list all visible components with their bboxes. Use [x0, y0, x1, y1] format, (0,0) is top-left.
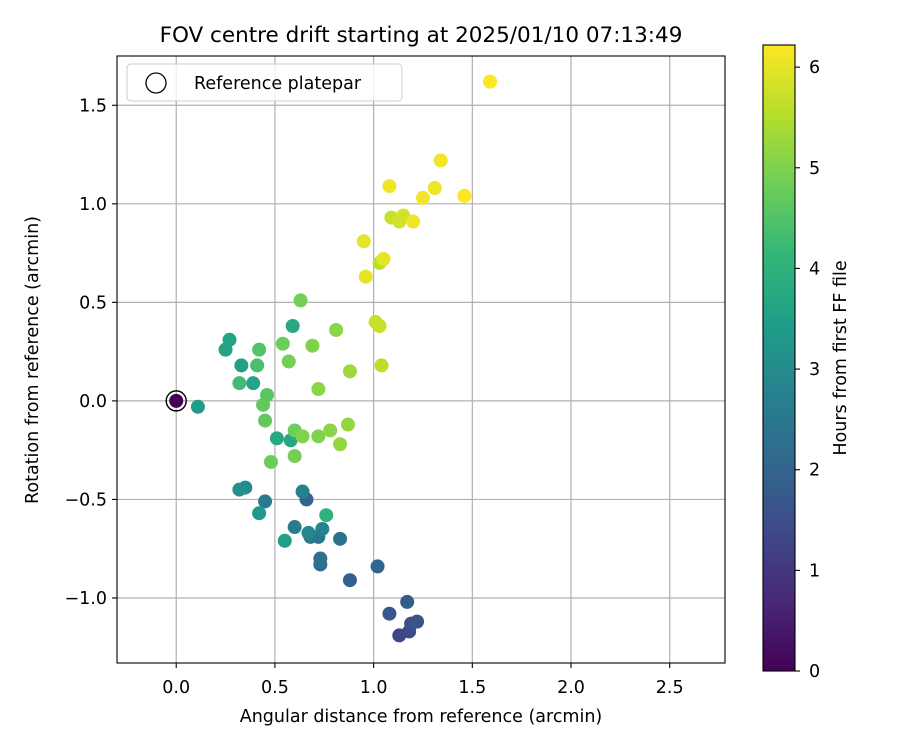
- data-point: [356, 234, 371, 249]
- plot-frame: [116, 55, 726, 664]
- data-point: [483, 74, 498, 89]
- data-point: [295, 484, 310, 499]
- data-point: [256, 397, 271, 412]
- colorbar-tick-label: 0: [809, 662, 820, 682]
- data-point: [358, 269, 373, 284]
- data-point: [374, 358, 389, 373]
- data-point: [190, 399, 205, 414]
- data-point: [250, 358, 265, 373]
- legend: Reference platepar: [126, 63, 403, 102]
- colorbar-gradient: [762, 44, 796, 672]
- x-axis: 0.0 0.5 1.0 1.5 2.0 2.5: [162, 663, 684, 698]
- data-point: [293, 293, 308, 308]
- legend-box: [126, 63, 403, 102]
- colorbar-tick-label: 2: [809, 461, 820, 481]
- data-point: [232, 482, 247, 497]
- legend-marker-reference: [145, 72, 167, 94]
- data-point: [281, 354, 296, 369]
- x-axis-label: Angular distance from reference (arcmin): [240, 707, 603, 727]
- data-point: [329, 322, 344, 337]
- y-tick-label: 1.0: [79, 195, 107, 215]
- data-point: [342, 364, 357, 379]
- colorbar-tick-label: 6: [809, 58, 820, 78]
- data-point: [370, 559, 385, 574]
- data-point: [305, 338, 320, 353]
- colorbar-label: Hours from first FF file: [831, 260, 851, 455]
- y-tick-label: 0.0: [79, 392, 107, 412]
- data-points: [169, 74, 498, 643]
- data-point: [340, 417, 355, 432]
- data-point: [252, 506, 267, 521]
- data-point: [232, 376, 247, 391]
- data-point: [333, 531, 348, 546]
- data-point: [169, 393, 184, 408]
- data-point: [313, 551, 328, 566]
- data-point: [333, 437, 348, 452]
- data-point: [415, 190, 430, 205]
- data-point: [218, 342, 233, 357]
- y-tick-label: −0.5: [65, 490, 108, 510]
- data-point: [295, 429, 310, 444]
- data-point: [427, 181, 442, 196]
- data-point: [287, 520, 302, 535]
- legend-entry-reference: Reference platepar: [194, 74, 362, 94]
- data-point: [234, 358, 249, 373]
- data-point: [301, 525, 316, 540]
- data-point: [246, 376, 261, 391]
- data-point: [406, 214, 421, 229]
- data-point: [258, 413, 273, 428]
- x-tick-label: 1.0: [360, 678, 388, 698]
- data-point: [382, 179, 397, 194]
- data-point: [311, 382, 326, 397]
- reference-marker: [165, 390, 187, 412]
- x-tick-label: 2.5: [656, 678, 684, 698]
- x-tick-label: 0.5: [261, 678, 289, 698]
- x-tick-label: 1.5: [458, 678, 486, 698]
- y-tick-label: 1.5: [79, 96, 107, 116]
- data-point: [368, 315, 383, 330]
- data-point: [258, 494, 273, 509]
- colorbar-tick-label: 3: [809, 360, 820, 380]
- data-point: [457, 188, 472, 203]
- data-point: [433, 153, 448, 168]
- data-point: [269, 431, 284, 446]
- colorbar-tick-label: 1: [809, 561, 820, 581]
- reference-layer: [165, 390, 187, 412]
- y-tick-label: 0.5: [79, 293, 107, 313]
- data-point: [285, 318, 300, 333]
- colorbar-tick-label: 4: [809, 259, 820, 279]
- data-point: [315, 521, 330, 536]
- chart-title: FOV centre drift starting at 2025/01/10 …: [160, 23, 683, 48]
- data-point: [376, 251, 391, 266]
- x-tick-label: 2.0: [557, 678, 585, 698]
- data-point: [287, 449, 302, 464]
- data-point: [311, 429, 326, 444]
- data-point: [410, 614, 425, 629]
- y-tick-label: −1.0: [65, 589, 108, 609]
- data-point: [263, 454, 278, 469]
- data-point: [319, 508, 334, 523]
- colorbar: 0 1 2 3 4 5 6: [762, 44, 820, 682]
- colorbar-tick-label: 5: [809, 159, 820, 179]
- data-point: [323, 423, 338, 438]
- data-point: [275, 336, 290, 351]
- y-axis: −1.0 −0.5 0.0 0.5 1.0 1.5: [65, 96, 117, 609]
- data-point: [252, 342, 267, 357]
- data-point: [400, 594, 415, 609]
- y-axis-label: Rotation from reference (arcmin): [23, 216, 43, 504]
- x-tick-label: 0.0: [162, 678, 190, 698]
- data-point: [382, 606, 397, 621]
- data-point: [342, 573, 357, 588]
- data-point: [277, 533, 292, 548]
